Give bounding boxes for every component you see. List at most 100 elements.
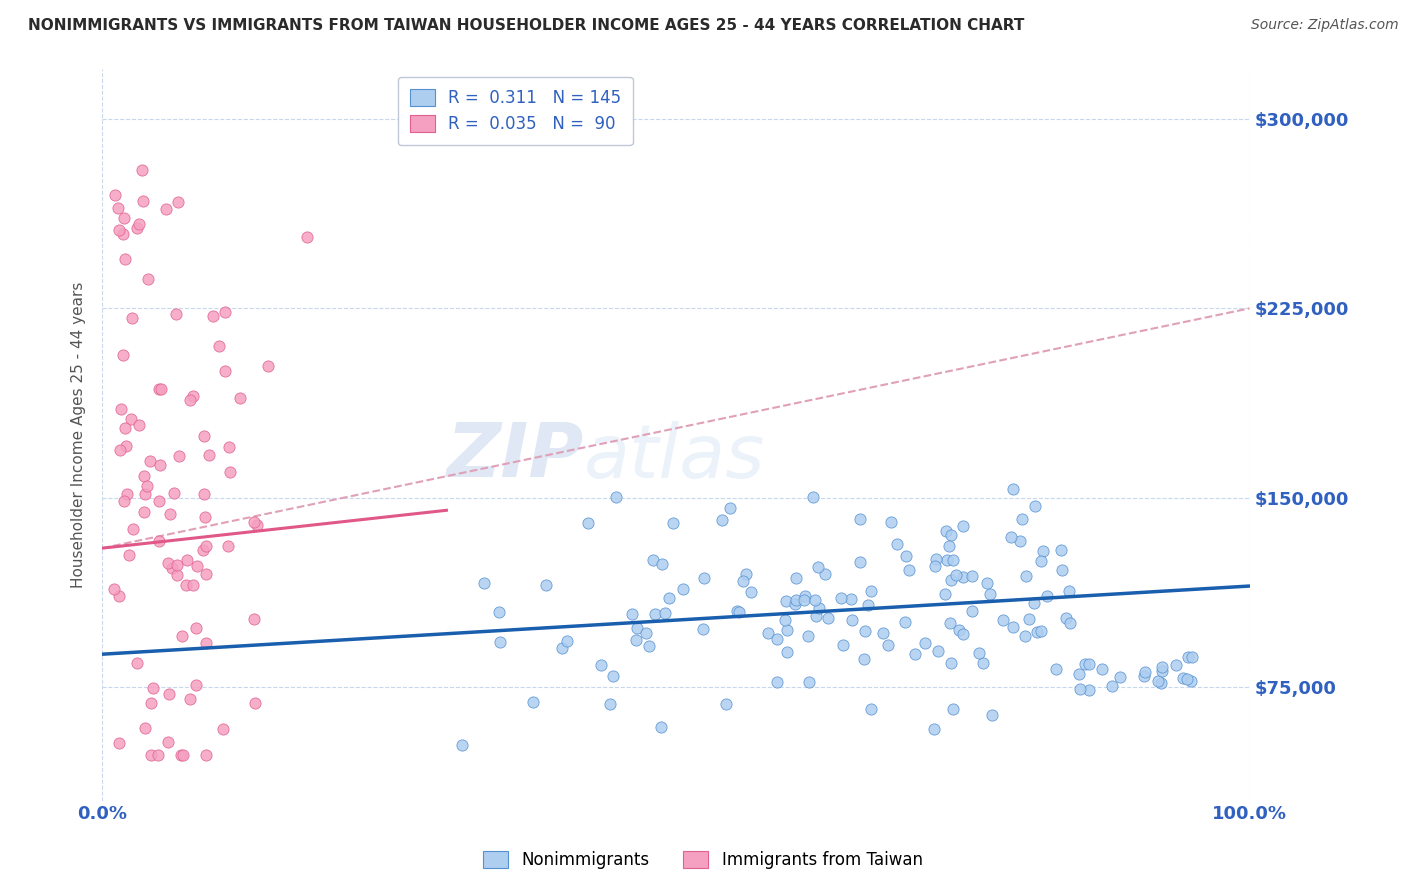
Point	[1164, 657, 1187, 672]
Point	[797, 629, 820, 643]
Point	[194, 567, 217, 582]
Point	[1018, 612, 1040, 626]
Point	[139, 696, 162, 710]
Point	[1059, 616, 1081, 631]
Point	[112, 211, 135, 225]
Point	[1069, 681, 1091, 696]
Point	[451, 738, 474, 752]
Point	[860, 702, 883, 716]
Point	[184, 678, 207, 692]
Point	[1074, 657, 1097, 672]
Point	[636, 626, 658, 640]
Point	[952, 518, 974, 533]
Point	[637, 639, 659, 653]
Point	[733, 574, 755, 588]
Point	[1029, 624, 1052, 639]
Point	[108, 735, 131, 749]
Point	[952, 570, 974, 584]
Point	[134, 487, 156, 501]
Point	[103, 582, 125, 597]
Point	[179, 691, 201, 706]
Point	[924, 552, 946, 566]
Point	[134, 722, 156, 736]
Point	[765, 675, 787, 690]
Point	[993, 613, 1015, 627]
Point	[1152, 660, 1174, 674]
Point	[1054, 611, 1077, 625]
Point	[121, 311, 143, 326]
Point	[972, 656, 994, 670]
Point	[159, 687, 181, 701]
Point	[1014, 569, 1036, 583]
Point	[735, 566, 758, 581]
Point	[1025, 624, 1047, 639]
Point	[184, 621, 207, 635]
Point	[939, 615, 962, 630]
Point	[692, 623, 714, 637]
Point	[831, 591, 853, 606]
Point	[773, 613, 796, 627]
Point	[142, 681, 165, 696]
Point	[804, 593, 827, 607]
Point	[936, 553, 959, 567]
Point	[605, 490, 627, 504]
Point	[807, 600, 830, 615]
Point	[197, 448, 219, 462]
Point	[148, 533, 170, 548]
Point	[114, 252, 136, 266]
Point	[112, 494, 135, 508]
Point	[935, 524, 957, 538]
Point	[157, 735, 180, 749]
Point	[1171, 671, 1194, 685]
Point	[107, 201, 129, 215]
Point	[132, 194, 155, 209]
Point	[162, 561, 184, 575]
Point	[766, 632, 789, 647]
Point	[522, 695, 544, 709]
Point	[1133, 665, 1156, 680]
Point	[756, 625, 779, 640]
Point	[716, 697, 738, 711]
Point	[1014, 630, 1036, 644]
Point	[115, 439, 138, 453]
Legend: Nonimmigrants, Immigrants from Taiwan: Nonimmigrants, Immigrants from Taiwan	[474, 841, 932, 880]
Point	[176, 578, 198, 592]
Point	[1011, 511, 1033, 525]
Point	[1108, 670, 1130, 684]
Point	[1181, 649, 1204, 664]
Point	[785, 571, 807, 585]
Point	[148, 382, 170, 396]
Point	[960, 604, 983, 618]
Point	[711, 513, 734, 527]
Point	[166, 558, 188, 573]
Point	[1177, 650, 1199, 665]
Point	[981, 708, 1004, 723]
Point	[904, 647, 927, 661]
Y-axis label: Householder Income Ages 25 - 44 years: Householder Income Ages 25 - 44 years	[72, 281, 86, 588]
Point	[115, 486, 138, 500]
Point	[939, 573, 962, 587]
Point	[243, 612, 266, 626]
Point	[229, 391, 252, 405]
Point	[108, 443, 131, 458]
Point	[194, 510, 217, 524]
Point	[853, 651, 876, 665]
Point	[894, 549, 917, 564]
Point	[243, 515, 266, 529]
Point	[1078, 683, 1101, 698]
Point	[1029, 554, 1052, 568]
Point	[952, 627, 974, 641]
Point	[1050, 564, 1073, 578]
Point	[934, 587, 956, 601]
Point	[945, 568, 967, 582]
Point	[841, 614, 863, 628]
Point	[650, 720, 672, 734]
Point	[886, 536, 908, 550]
Point	[208, 338, 231, 352]
Point	[1024, 596, 1046, 610]
Point	[1008, 534, 1031, 549]
Point	[927, 644, 949, 658]
Point	[853, 624, 876, 638]
Point	[856, 598, 879, 612]
Point	[1152, 664, 1174, 678]
